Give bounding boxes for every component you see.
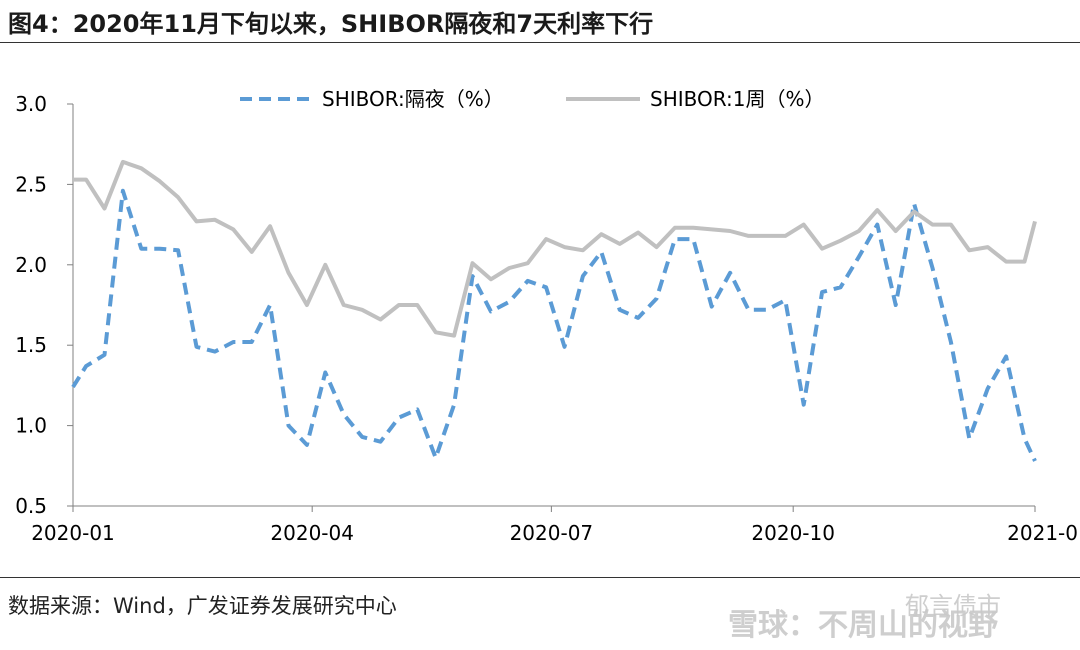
y-tick-label: 0.5 [15,494,47,518]
series-line-overnight [71,188,1037,462]
watermark-account-name: 郁言债市 [905,592,1001,620]
x-tick-label: 2020-07 [510,521,594,545]
top-divider [0,42,1080,43]
shibor-line-chart: 3.0 2.5 2.0 1.5 1.0 0.5 2020-01 2020-04 2020-07 2… [15,87,1078,545]
series-line-1week [73,159,1037,338]
y-tick-label: 3.0 [15,92,47,116]
figure-title-bar: 图4：2020年11月下旬以来，SHIBOR隔夜和7天利率下行 [0,0,1080,44]
x-tick-label: 2020-04 [270,521,354,545]
watermark-xueqiu: 雪球：不周山的视野 [728,608,998,643]
legend-label-overnight: SHIBOR:隔夜（%） [322,87,504,111]
x-tick-label: 2021-0 [1007,521,1078,545]
x-tick-label: 2020-01 [31,521,115,545]
y-tick-label: 1.5 [15,333,47,357]
y-tick-label: 2.5 [15,172,47,196]
bottom-divider [0,577,1080,578]
y-tick-label: 1.0 [15,414,47,438]
data-source-note: 数据来源：Wind，广发证券发展研究中心 [8,594,397,618]
legend-label-1week: SHIBOR:1周（%） [650,87,825,111]
x-tick-label: 2020-10 [751,521,835,545]
y-tick-label: 2.0 [15,253,47,277]
figure-title: 图4：2020年11月下旬以来，SHIBOR隔夜和7天利率下行 [8,10,654,38]
